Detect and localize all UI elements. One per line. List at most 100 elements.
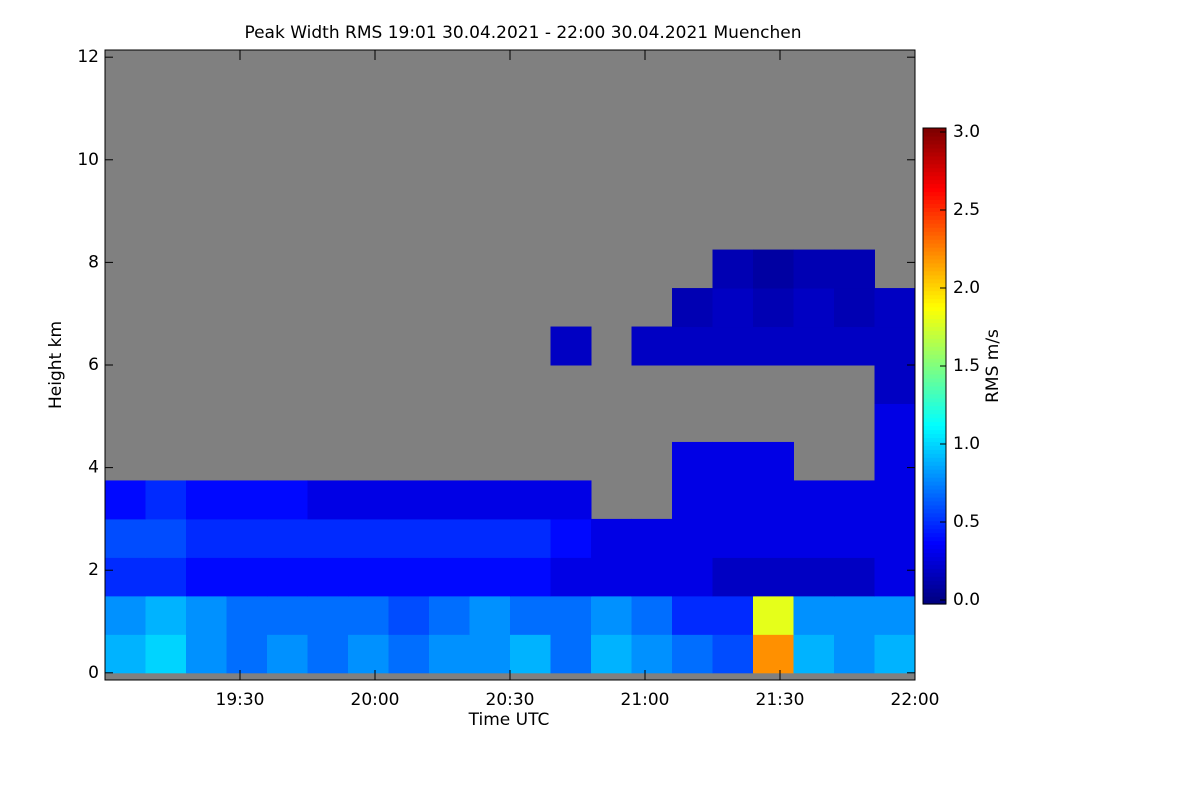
heatmap-cell (753, 480, 794, 520)
colorbar-segment (923, 373, 946, 379)
heatmap-cell (753, 249, 794, 289)
colorbar-segment (923, 199, 946, 204)
x-tick-label: 20:00 (351, 690, 400, 710)
heatmap-cell (591, 634, 632, 674)
heatmap-cell (712, 326, 754, 366)
heatmap-cell (469, 634, 511, 674)
heatmap-cell (267, 634, 308, 674)
colorbar-segment (923, 453, 946, 458)
heatmap-cell (267, 557, 308, 597)
heatmap-cell (348, 595, 389, 635)
heatmap-cell (145, 557, 187, 597)
heatmap-cell (145, 595, 187, 635)
heatmap-cell (874, 365, 916, 404)
colorbar-segment (923, 143, 946, 149)
colorbar-segment (923, 488, 946, 494)
colorbar-segment (923, 211, 946, 216)
colorbar-segment (923, 270, 946, 276)
heatmap-cell (550, 634, 592, 674)
colorbar-segment (923, 369, 946, 375)
colorbar-segment (923, 247, 946, 252)
heatmap-cell (226, 518, 268, 558)
colorbar-segment (923, 477, 946, 482)
heatmap-cell (429, 595, 470, 635)
heatmap-cell (388, 480, 430, 520)
colorbar-segment (923, 302, 946, 308)
heatmap-cell (591, 595, 632, 635)
colorbar-segment (923, 528, 946, 534)
heatmap-cell (550, 326, 592, 366)
heatmap-cell (510, 557, 551, 597)
y-tick-label: 2 (88, 560, 99, 580)
heatmap-cell (874, 326, 916, 366)
colorbar-segment (923, 600, 946, 605)
colorbar-segment (923, 584, 946, 589)
colorbar-tick-label: 2.0 (953, 278, 980, 298)
x-tick-label: 20:30 (486, 690, 535, 710)
heatmap-cell (793, 634, 835, 674)
y-tick-label: 4 (88, 458, 99, 478)
heatmap-cell (712, 441, 754, 481)
heatmap-cell (550, 518, 592, 558)
y-tick-label: 10 (77, 150, 99, 170)
colorbar-segment (923, 568, 946, 573)
colorbar-segment (923, 135, 946, 141)
colorbar-segment (923, 389, 946, 395)
colorbar-segment (923, 342, 946, 347)
colorbar-segment (923, 306, 946, 312)
heatmap-cell (469, 518, 511, 558)
colorbar-segment (923, 572, 946, 577)
colorbar-segment (923, 532, 946, 538)
heatmap-cell (712, 518, 754, 558)
heatmap-cell (793, 480, 835, 520)
colorbar-segment (923, 350, 946, 355)
heatmap-cell (793, 595, 835, 635)
heatmap-cell (672, 326, 713, 366)
heatmap-cell (834, 326, 875, 366)
heatmap-cell (510, 480, 551, 520)
colorbar-segment (923, 183, 946, 189)
colorbar-segment (923, 191, 946, 197)
colorbar-segment (923, 243, 946, 248)
heatmap-cell (793, 288, 835, 328)
colorbar-segment (923, 147, 946, 153)
heatmap-cell (226, 634, 268, 674)
heatmap-cell (672, 557, 713, 597)
colorbar-segment (923, 151, 946, 157)
colorbar-segment (923, 417, 946, 423)
heatmap-cell (348, 480, 389, 520)
colorbar-segment (923, 131, 946, 137)
heatmap-cell (388, 557, 430, 597)
colorbar-tick-label: 1.0 (953, 434, 980, 454)
heatmap-cell (672, 595, 713, 635)
heatmap-cell (429, 480, 470, 520)
heatmap-cell (712, 288, 754, 328)
heatmap-cell (429, 557, 470, 597)
colorbar-segment (923, 481, 946, 486)
colorbar-segment (923, 294, 946, 300)
colorbar-segment (923, 330, 946, 335)
heatmap-cell (510, 634, 551, 674)
colorbar-tick-label: 0.5 (953, 512, 980, 532)
colorbar-segment (923, 235, 946, 240)
colorbar-segment (923, 310, 946, 316)
colorbar-segment (923, 564, 946, 569)
heatmap-cell (712, 249, 754, 289)
heatmap-cell (186, 634, 227, 674)
heatmap-cell (631, 634, 673, 674)
heatmap-cell (348, 634, 389, 674)
colorbar-segment (923, 405, 946, 411)
colorbar-segment (923, 413, 946, 419)
heatmap-cell (753, 518, 794, 558)
heatmap-cell (834, 557, 875, 597)
heatmap-cell (550, 480, 592, 520)
colorbar-segment (923, 560, 946, 565)
colorbar-label: RMS m/s (983, 329, 1003, 403)
colorbar-segment (923, 159, 946, 165)
colorbar-segment (923, 500, 946, 506)
colorbar-segment (923, 366, 946, 371)
heatmap-cell (307, 557, 349, 597)
colorbar-segment (923, 338, 946, 343)
heatmap-cell (631, 326, 673, 366)
heatmap-cell (712, 595, 754, 635)
